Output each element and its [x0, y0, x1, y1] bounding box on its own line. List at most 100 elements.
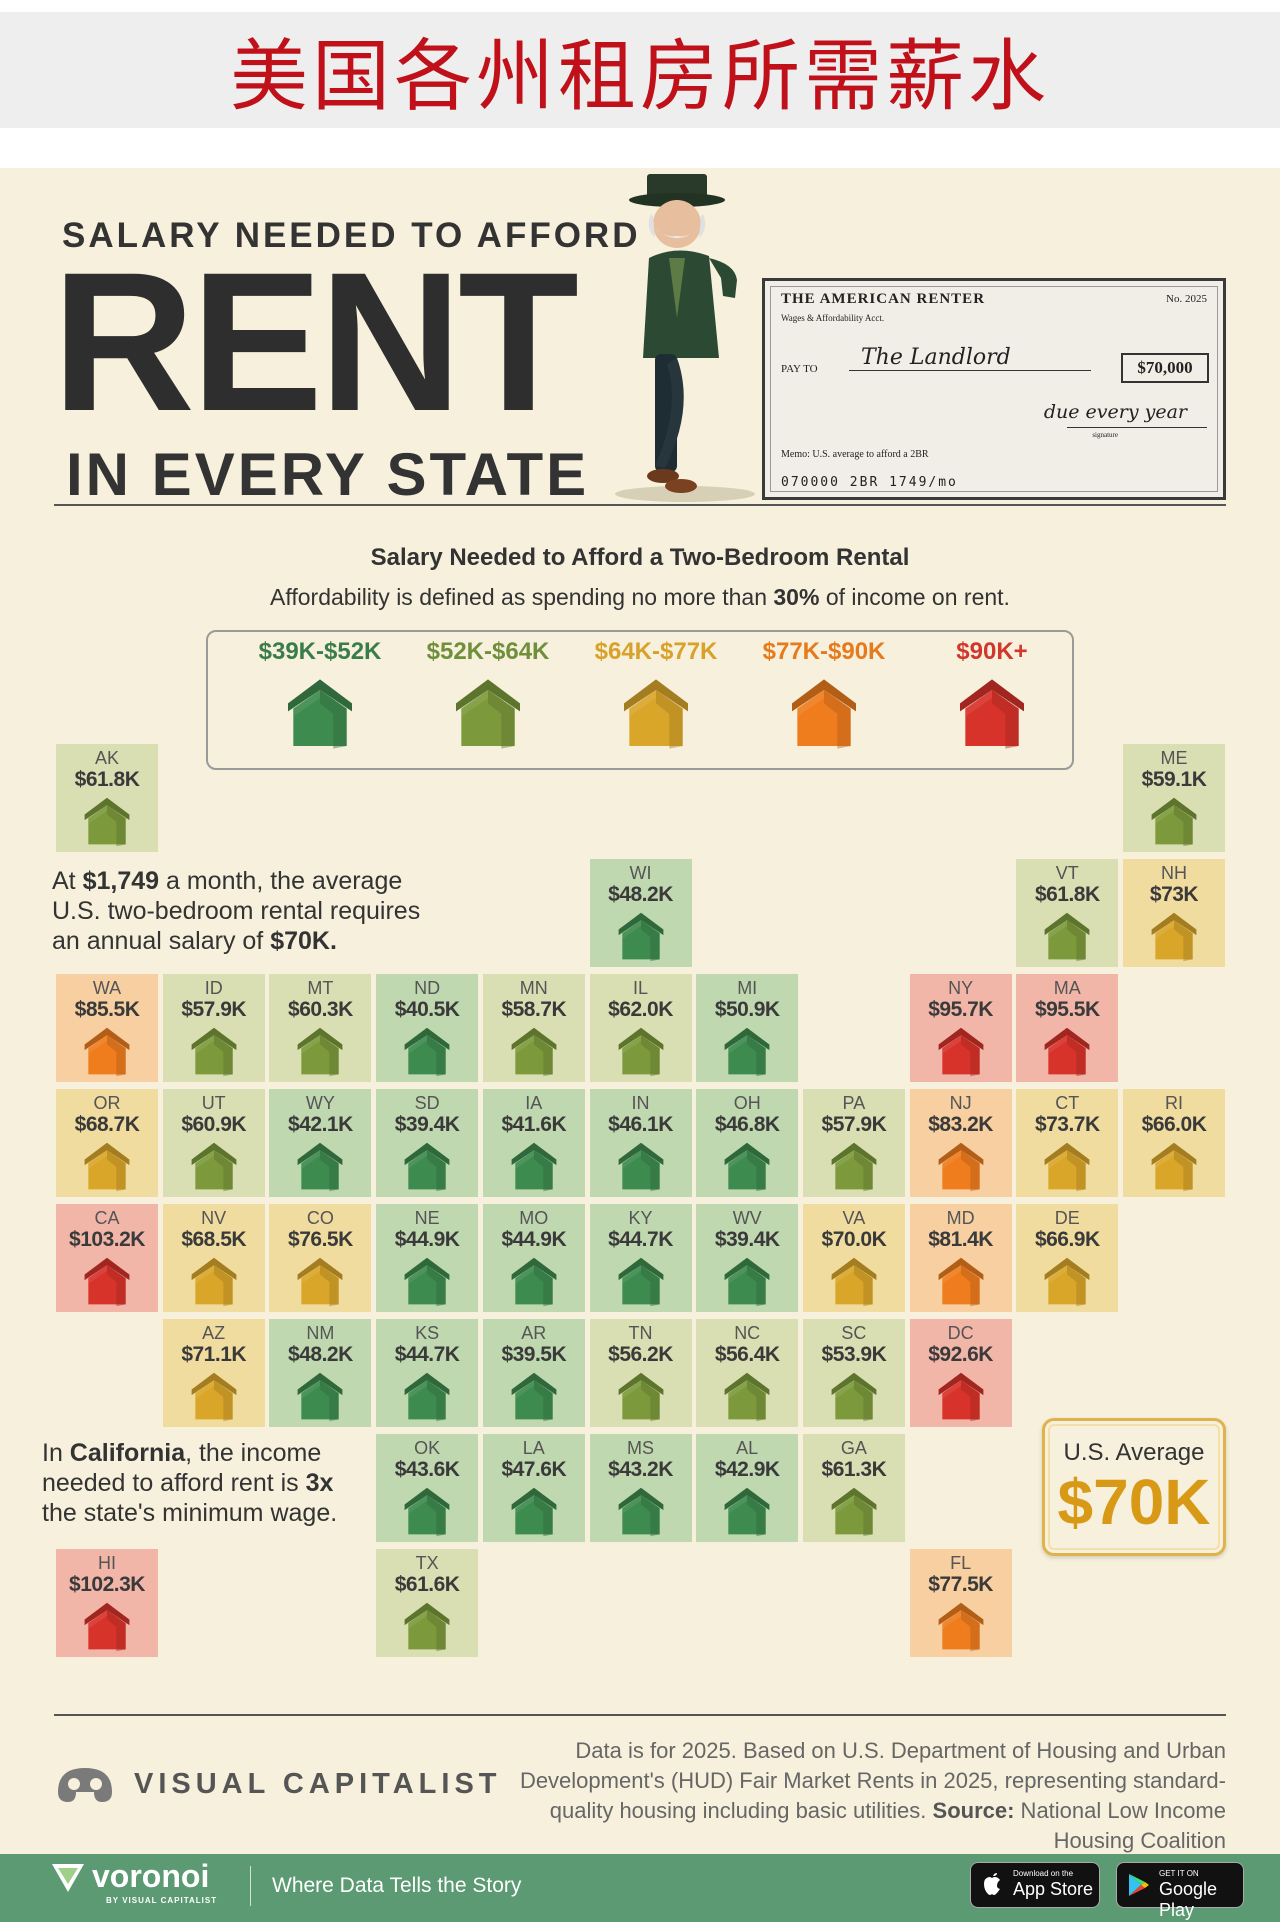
state-abbr: KS — [415, 1323, 440, 1343]
state-tile-ks: KS $44.7K — [376, 1319, 479, 1427]
legend-label: $90K+ — [956, 638, 1028, 665]
voronoi-tagline: Where Data Tells the Story — [272, 1874, 522, 1897]
voronoi-byline: BY VISUAL CAPITALIST — [106, 1896, 218, 1905]
source-note: Data is for 2025. Based on U.S. Departme… — [519, 1738, 1226, 1853]
state-value: $48.2K — [608, 883, 673, 906]
state-abbr: AL — [736, 1438, 759, 1458]
house-icon — [399, 1484, 455, 1540]
google-play-badge[interactable]: GET IT ON Google Play — [1116, 1862, 1244, 1920]
state-tile-nj: NJ $83.2K — [909, 1089, 1012, 1197]
house-icon — [613, 1254, 669, 1310]
app-store-badge[interactable]: Download on the App Store — [970, 1862, 1100, 1908]
state-value: $81.4K — [928, 1228, 993, 1251]
house-icon — [506, 1139, 562, 1195]
house-icon — [506, 1254, 562, 1310]
house-icon — [506, 1369, 562, 1425]
check-subtitle: Wages & Affordability Acct. — [781, 313, 885, 323]
state-tile-ct: CT $73.7K — [1016, 1089, 1119, 1197]
house-icon — [79, 1024, 135, 1080]
check-number: No. 2025 — [1166, 293, 1207, 305]
check-title: THE AMERICAN RENTER — [781, 291, 986, 307]
state-value: $71.1K — [181, 1343, 247, 1366]
header-divider — [54, 504, 1226, 506]
state-tile-mi: MI $50.9K — [696, 974, 799, 1082]
state-abbr: ME — [1160, 748, 1188, 768]
state-abbr: WI — [629, 863, 652, 883]
state-abbr: OR — [93, 1093, 121, 1113]
house-icon — [613, 1024, 669, 1080]
state-tile-vt: VT $61.8K — [1016, 859, 1119, 967]
state-abbr: TN — [628, 1323, 653, 1343]
state-tile-id: ID $57.9K — [162, 974, 265, 1082]
house-icon — [1039, 1024, 1095, 1080]
house-icon — [79, 1254, 135, 1310]
legend-house-icon — [448, 674, 528, 754]
state-abbr: MI — [737, 978, 758, 998]
voronoi-bar-divider — [250, 1866, 251, 1906]
state-abbr: WV — [732, 1208, 762, 1228]
state-abbr: DC — [947, 1323, 974, 1343]
state-abbr: DE — [1054, 1208, 1080, 1228]
state-value: $66.9K — [1034, 1228, 1100, 1251]
state-tile-de: DE $66.9K — [1016, 1204, 1119, 1312]
check-signature-label: signature — [1092, 431, 1118, 439]
state-tile-sc: SC $53.9K — [802, 1319, 905, 1427]
state-abbr: OH — [733, 1093, 761, 1113]
state-abbr: AZ — [202, 1323, 226, 1343]
state-abbr: UT — [201, 1093, 226, 1113]
house-icon — [933, 1599, 989, 1655]
state-tile-or: OR $68.7K — [56, 1089, 158, 1197]
state-value: $42.9K — [714, 1458, 780, 1481]
us-average-box: U.S. Average $70K — [1042, 1418, 1226, 1556]
header-top: SALARY NEEDED TO AFFORD — [62, 216, 641, 255]
state-value: $60.9K — [181, 1113, 247, 1136]
state-abbr: CT — [1055, 1093, 1080, 1113]
state-tile-pa: PA $57.9K — [802, 1089, 905, 1197]
house-icon — [292, 1369, 348, 1425]
state-tile-wi: WI $48.2K — [589, 859, 692, 967]
state-value: $46.8K — [714, 1113, 780, 1136]
infographic: SALARY NEEDED TO AFFORD RENT IN EVERY ST… — [0, 168, 1280, 1922]
state-value: $73.7K — [1034, 1113, 1100, 1136]
state-tile-co: CO $76.5K — [269, 1204, 372, 1312]
state-abbr: MS — [627, 1438, 654, 1458]
state-value: $68.5K — [181, 1228, 247, 1251]
house-icon — [79, 794, 135, 850]
state-tile-me: ME $59.1K — [1123, 744, 1225, 852]
state-abbr: PA — [842, 1093, 866, 1113]
state-tile-nc: NC $56.4K — [696, 1319, 799, 1427]
state-tile-ma: MA $95.5K — [1016, 974, 1119, 1082]
house-icon — [506, 1024, 562, 1080]
house-icon — [79, 1599, 135, 1655]
check-signature-line — [1067, 427, 1207, 428]
house-icon — [613, 909, 669, 965]
state-tile-ms: MS $43.2K — [589, 1434, 692, 1542]
average-rent-note: At $1,749 a month, the average U.S. two-… — [52, 867, 421, 955]
state-tile-dc: DC $92.6K — [909, 1319, 1012, 1427]
house-icon — [826, 1139, 882, 1195]
state-value: $44.9K — [501, 1228, 567, 1251]
state-abbr: ID — [204, 978, 223, 998]
google-play-icon — [1129, 1874, 1149, 1896]
state-value: $53.9K — [821, 1343, 887, 1366]
state-abbr: NM — [306, 1323, 335, 1343]
state-tile-oh: OH $46.8K — [696, 1089, 799, 1197]
legend-label: $77K-$90K — [762, 638, 886, 665]
house-icon — [719, 1024, 775, 1080]
voronoi-wordmark: voronoi — [92, 1858, 210, 1894]
state-tile-ky: KY $44.7K — [589, 1204, 692, 1312]
legend-house-icon — [784, 674, 864, 754]
legend-label: $39K-$52K — [258, 638, 382, 665]
state-value: $43.6K — [394, 1458, 460, 1481]
house-icon — [1146, 794, 1202, 850]
visual-capitalist-wordmark: VISUAL CAPITALIST — [134, 1768, 502, 1800]
house-icon — [506, 1484, 562, 1540]
state-tile-tn: TN $56.2K — [589, 1319, 692, 1427]
legend-house-icon — [616, 674, 696, 754]
state-abbr: SD — [414, 1093, 440, 1113]
house-icon — [719, 1139, 775, 1195]
state-tile-fl: FL $77.5K — [909, 1549, 1012, 1657]
state-tile-il: IL $62.0K — [589, 974, 692, 1082]
banner-title: 美国各州租房所需薪水 — [229, 32, 1050, 122]
state-tile-mo: MO $44.9K — [482, 1204, 585, 1312]
